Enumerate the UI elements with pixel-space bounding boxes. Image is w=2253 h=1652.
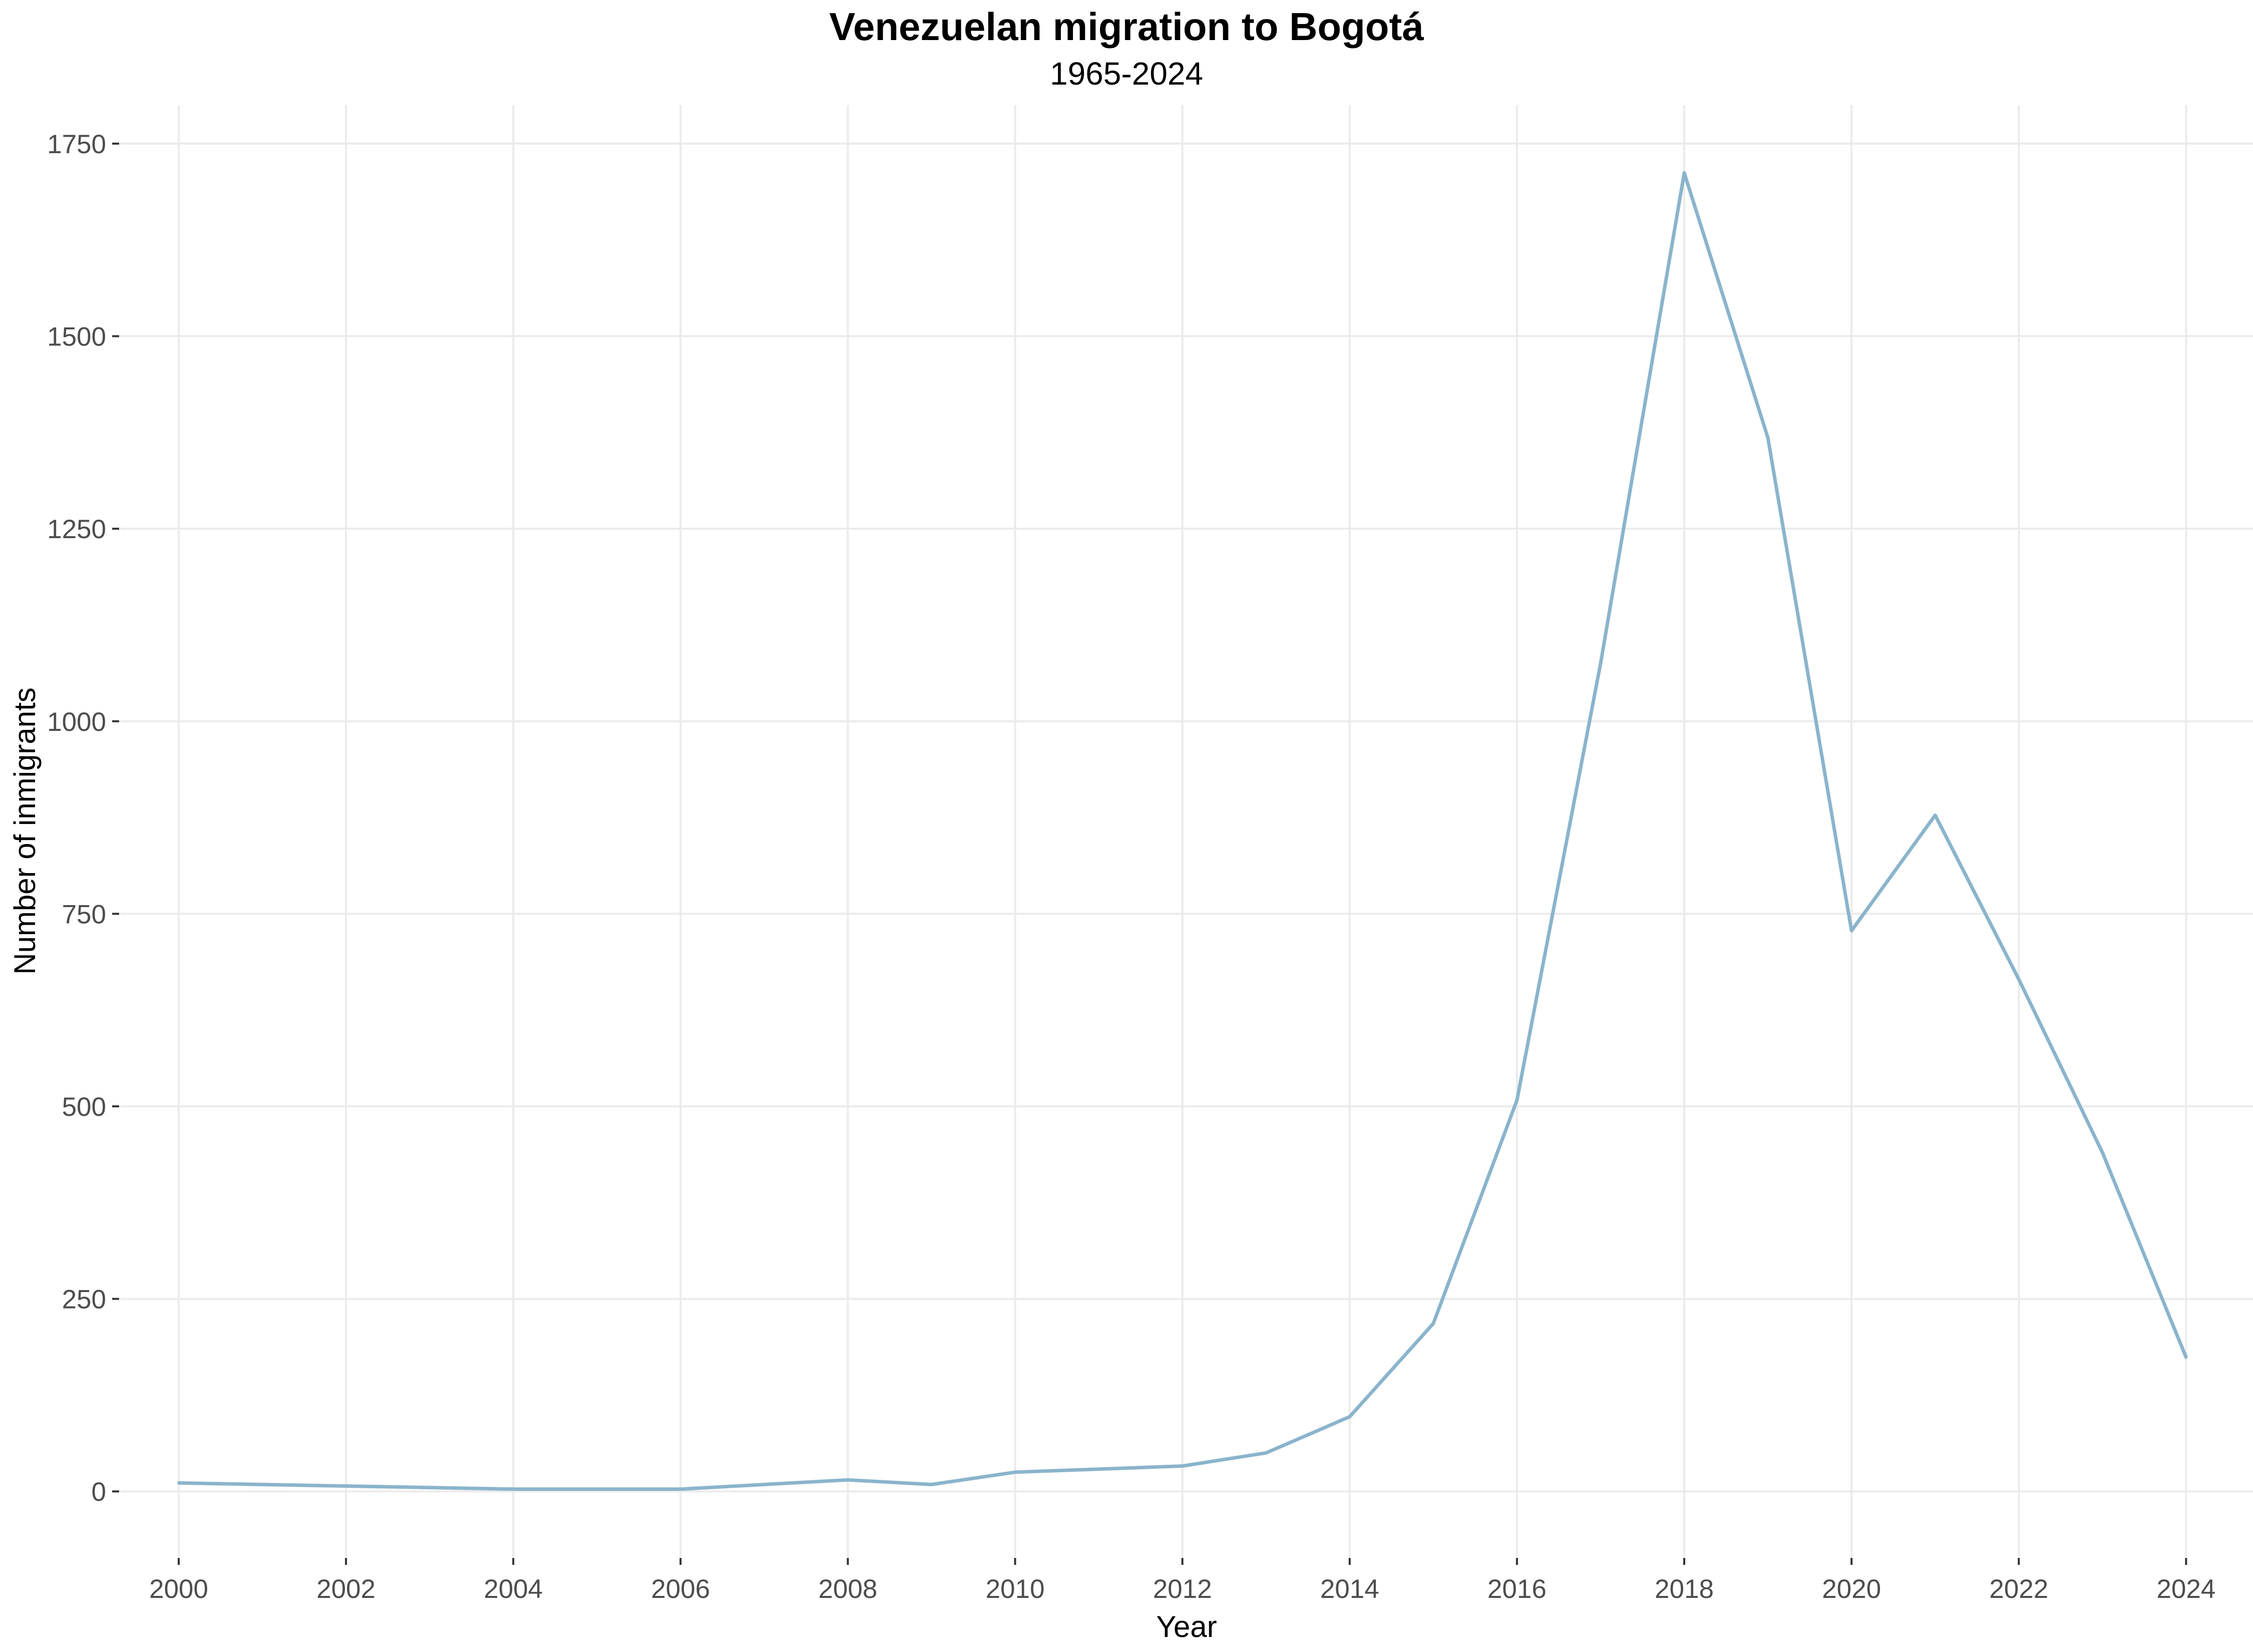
data-point — [1683, 171, 1686, 175]
x-tick-label: 2014 — [1320, 1574, 1379, 1604]
y-tick-label: 1250 — [47, 515, 106, 544]
data-point — [1766, 436, 1770, 440]
x-tick-label: 2004 — [484, 1574, 543, 1604]
chart-subtitle: 1965-2024 — [1049, 56, 1204, 92]
data-point — [2017, 978, 2021, 981]
data-point — [2101, 1151, 2104, 1154]
y-tick-label: 750 — [62, 900, 106, 929]
x-tick-label: 2008 — [818, 1574, 877, 1604]
x-tick-label: 2018 — [1655, 1574, 1714, 1604]
y-tick-label: 1750 — [47, 130, 106, 159]
series-line — [178, 171, 2188, 1491]
x-tick-label: 2022 — [1989, 1574, 2048, 1604]
data-series — [177, 171, 2188, 1491]
chart-title: Venezuelan migration to Bogotá — [829, 5, 1424, 49]
x-tick-label: 2002 — [316, 1574, 376, 1604]
data-point — [679, 1487, 682, 1491]
x-axis-title: Year — [1156, 1610, 1217, 1643]
x-tick-label: 2000 — [149, 1574, 208, 1604]
y-tick-label: 1500 — [47, 322, 106, 352]
x-tick-label: 2012 — [1153, 1574, 1212, 1604]
data-point — [177, 1481, 180, 1485]
data-point — [1515, 1098, 1519, 1102]
data-point — [1013, 1470, 1017, 1474]
data-point — [1264, 1451, 1268, 1455]
data-point — [1348, 1415, 1351, 1418]
x-tick-label: 2024 — [2156, 1574, 2215, 1604]
y-axis-title: Number of inmigrants — [8, 687, 42, 975]
data-point — [344, 1484, 348, 1488]
data-point — [1599, 662, 1602, 665]
data-point — [2184, 1356, 2188, 1359]
data-point — [512, 1487, 515, 1491]
data-point — [1850, 929, 1853, 933]
data-point — [1181, 1464, 1184, 1468]
x-tick-label: 2010 — [986, 1574, 1045, 1604]
axes: 0 250 500 750 1000 1250 1500 1750 2000 2002 2004 20… — [47, 130, 2215, 1604]
y-tick-label: 250 — [62, 1285, 106, 1315]
data-point — [1934, 813, 1937, 817]
data-point — [846, 1478, 850, 1482]
data-point — [1431, 1322, 1435, 1325]
y-tick-label: 0 — [92, 1477, 106, 1507]
y-tick-label: 1000 — [47, 707, 106, 737]
x-tick-label: 2016 — [1487, 1574, 1547, 1604]
gridlines — [120, 105, 2253, 1557]
x-tick-label: 2020 — [1822, 1574, 1881, 1604]
y-tick-label: 500 — [62, 1092, 106, 1122]
data-point — [930, 1483, 933, 1486]
x-tick-label: 2006 — [651, 1574, 710, 1604]
